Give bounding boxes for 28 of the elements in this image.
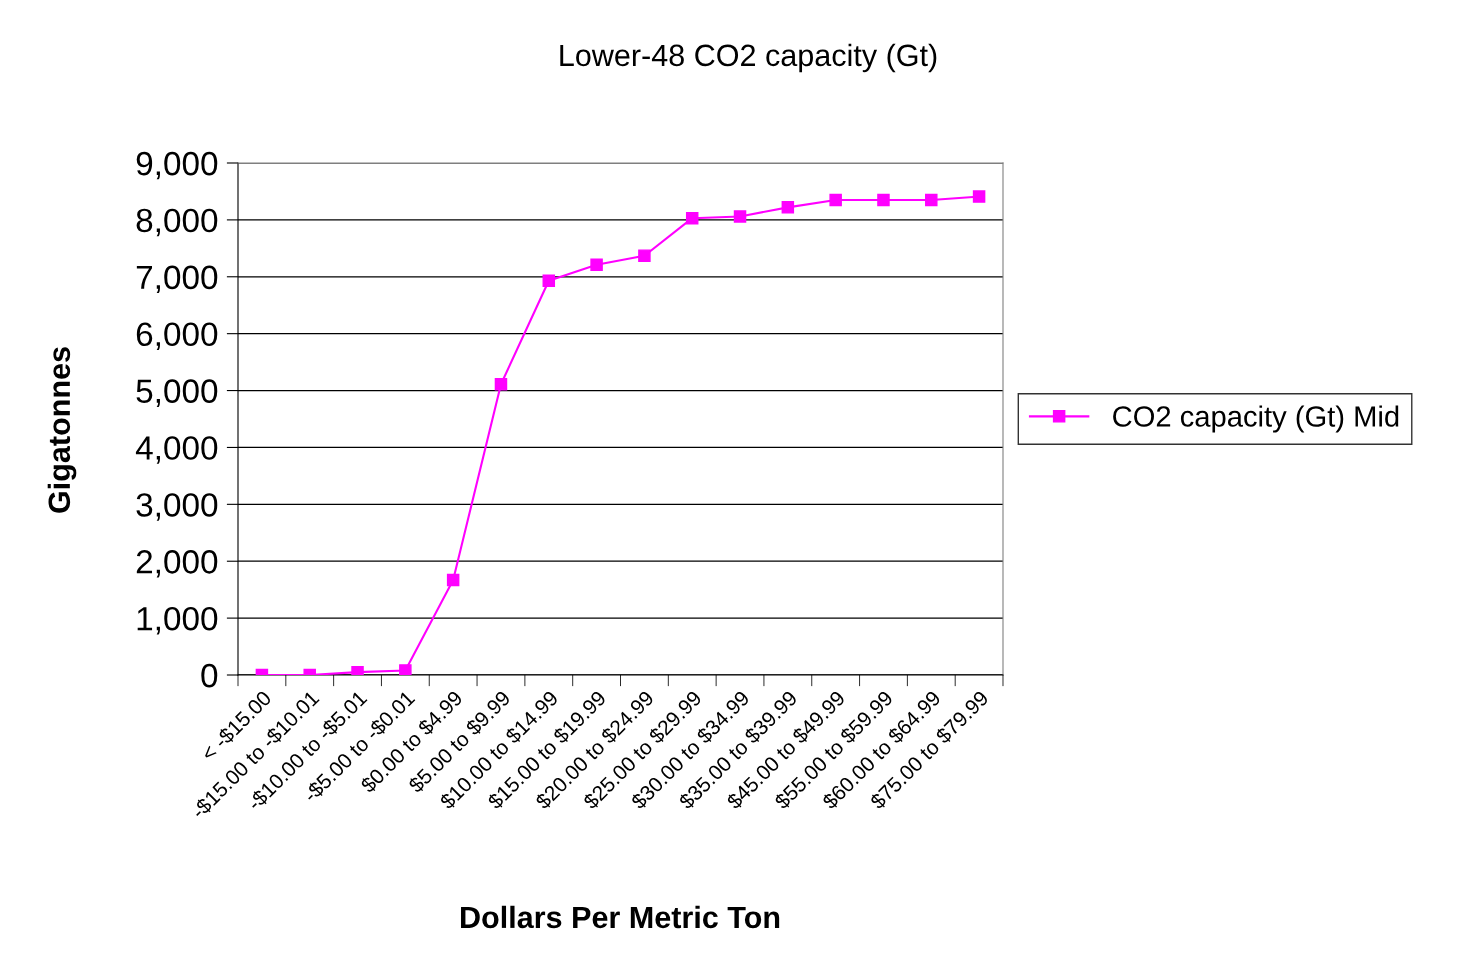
y-tick-label: 7,000 xyxy=(136,265,218,294)
y-tick-label: 6,000 xyxy=(136,322,218,351)
y-tick-label: 8,000 xyxy=(136,208,218,237)
y-tick-label: 5,000 xyxy=(136,379,218,407)
point xyxy=(494,378,508,391)
point xyxy=(733,210,747,223)
point xyxy=(638,249,651,262)
point xyxy=(829,193,842,207)
point xyxy=(972,190,986,203)
y-tick-label: 9,000 xyxy=(136,151,218,180)
legend-label: CO2 capacity (Gt) Mid xyxy=(1113,405,1399,433)
chart-title: Lower-48 CO2 capacity (Gt) xyxy=(560,43,937,73)
point xyxy=(877,193,890,207)
y-tick-label: 0 xyxy=(201,663,218,688)
y-axis-title: Gigatonnes xyxy=(47,347,77,513)
point xyxy=(781,201,795,214)
point xyxy=(399,664,412,675)
point xyxy=(446,573,460,587)
point xyxy=(542,274,556,288)
y-tick-label: 2,000 xyxy=(136,550,218,578)
y-tick-label: 3,000 xyxy=(136,493,218,521)
y-tick-label: 4,000 xyxy=(135,436,218,464)
point xyxy=(590,258,603,272)
point xyxy=(925,193,938,207)
point xyxy=(685,211,699,225)
y-tick-label: 1,000 xyxy=(137,606,218,635)
x-axis-title: Dollars Per Metric Ton xyxy=(461,905,780,929)
point xyxy=(351,665,364,675)
